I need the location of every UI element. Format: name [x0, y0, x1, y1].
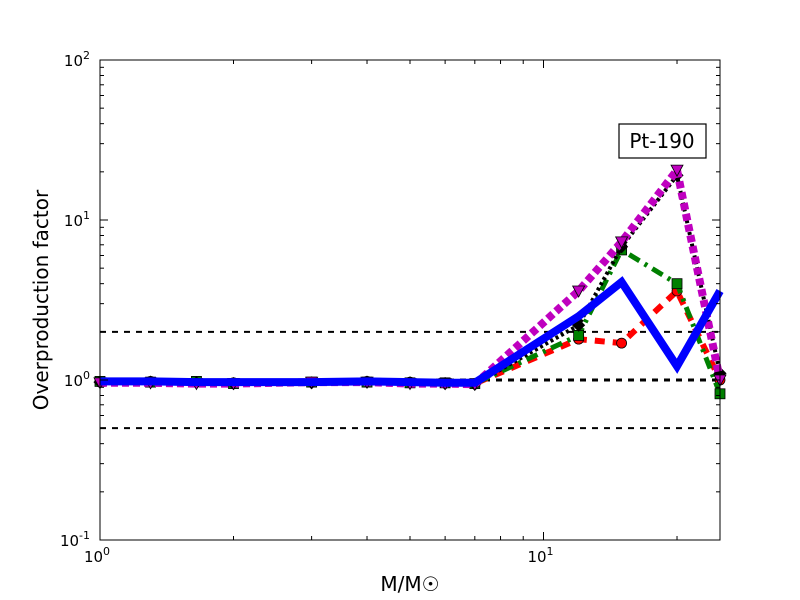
y-tick-label-3: 102	[64, 49, 90, 70]
y-axis-label: Overproduction factor	[29, 189, 53, 410]
y-tick-label-2: 101	[64, 209, 90, 230]
x-tick-label-0: 100	[84, 545, 110, 566]
y-tick-label-0: 10-1	[60, 529, 90, 550]
annotation-label: Pt-190	[629, 129, 694, 153]
data-point-s1-11	[671, 278, 683, 290]
annotation-box: Pt-190	[618, 123, 707, 159]
y-tick-label-1: 100	[64, 369, 90, 390]
y-tick-base-0: 10	[60, 532, 79, 550]
series-layer	[93, 160, 727, 400]
x-tick-exponent-0: 0	[103, 545, 110, 558]
y-tick-base-1: 10	[64, 372, 83, 390]
x-axis-label: M/M☉	[380, 572, 439, 596]
y-tick-exponent-1: 0	[83, 369, 90, 382]
data-point-s0-10	[616, 337, 628, 349]
data-point-s3-9	[571, 285, 586, 298]
y-tick-exponent-3: 2	[83, 49, 90, 62]
y-tick-exponent-2: 1	[83, 209, 90, 222]
y-tick-exponent-0: -1	[79, 529, 90, 542]
data-point-s1-9	[573, 329, 585, 341]
annotation-frame	[618, 123, 707, 159]
plot-area	[100, 60, 720, 540]
reference-lines	[100, 330, 720, 430]
y-tick-base-3: 10	[64, 52, 83, 70]
y-tick-base-2: 10	[64, 212, 83, 230]
data-point-s3-11	[670, 164, 684, 177]
x-tick-label-1: 101	[527, 545, 553, 566]
data-point-s3-10	[614, 236, 629, 249]
series-line-4	[100, 276, 724, 387]
x-tick-exponent-1: 1	[547, 545, 554, 558]
